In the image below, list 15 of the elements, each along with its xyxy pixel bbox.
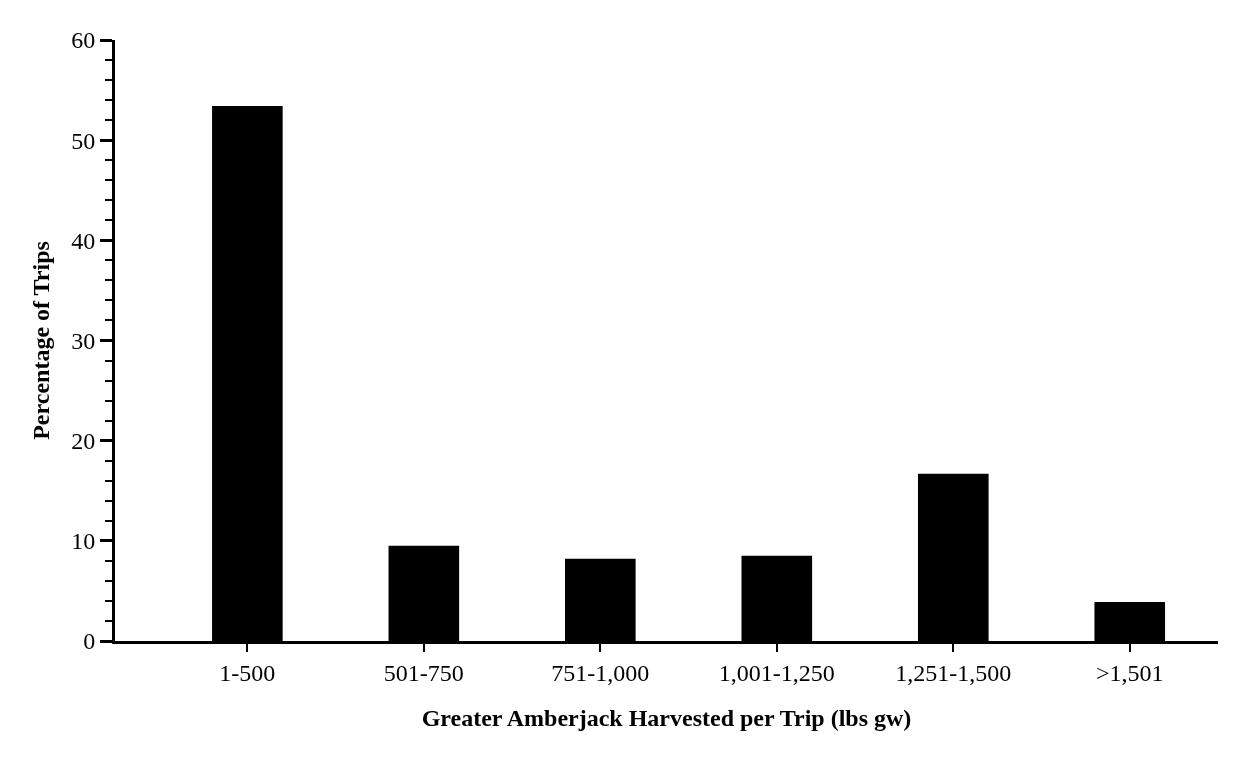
y-tick-label: 40: [71, 227, 96, 254]
x-tick-label: 1-500: [219, 659, 276, 686]
y-tick-label: 30: [71, 327, 96, 354]
y-tick-label: 50: [71, 127, 96, 154]
y-tick-label: 0: [83, 628, 96, 655]
x-tick-label: 1,251-1,500: [895, 659, 1012, 686]
y-tick-label: 20: [71, 428, 96, 455]
x-tick-label: 501-750: [383, 659, 464, 686]
y-tick-label: 10: [71, 528, 96, 555]
x-tick-label: 751-1,000: [551, 659, 650, 686]
y-axis-title: Percentage of Trips: [28, 241, 55, 440]
x-axis-title: Greater Amberjack Harvested per Trip (lbs gw): [421, 705, 912, 732]
x-tick-label: 1,001-1,250: [718, 659, 835, 686]
x-tick-label: >1,501: [1095, 659, 1164, 686]
y-tick-label: 60: [71, 27, 96, 54]
